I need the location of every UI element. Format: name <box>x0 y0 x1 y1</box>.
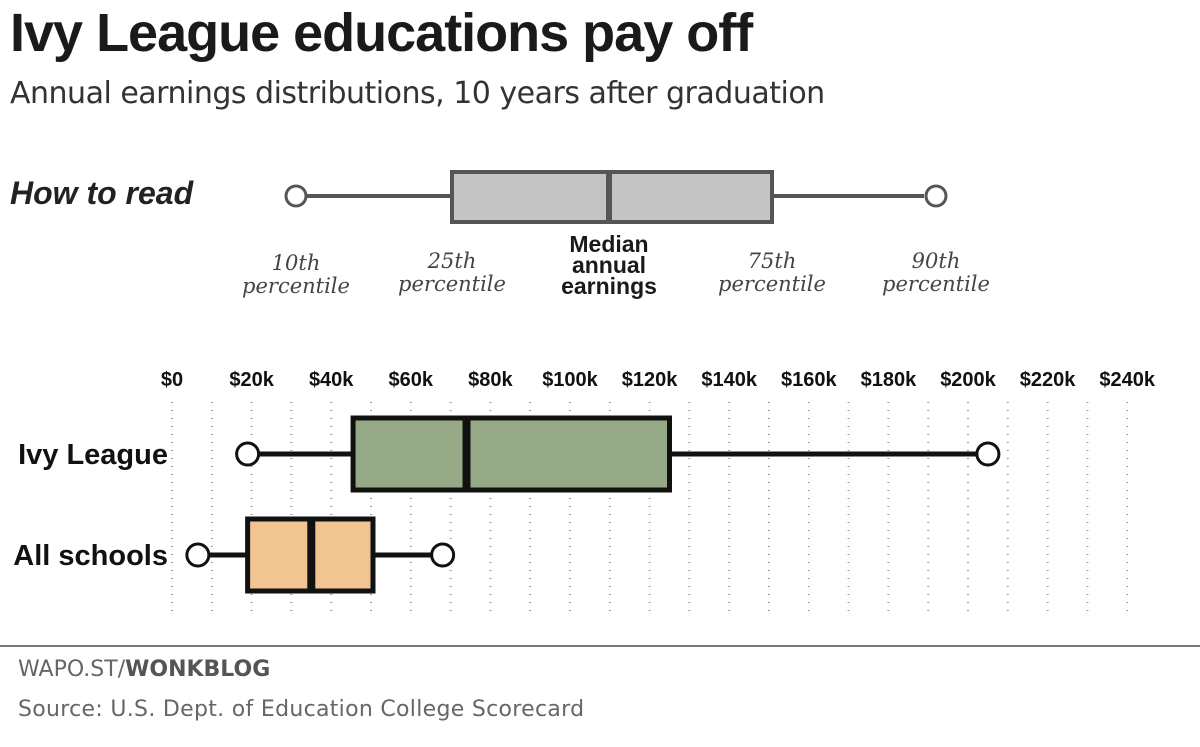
x-tick-label: $140k <box>701 369 757 391</box>
x-tick-label: $100k <box>542 369 598 391</box>
guide-label-median: Median annual earnings <box>561 231 657 299</box>
chart-subtitle: Annual earnings distributions, 10 years … <box>10 76 825 111</box>
guide-p10-marker <box>284 184 308 208</box>
all-schools-p10-marker <box>185 542 211 568</box>
ivy-league-iqr-box <box>350 415 672 493</box>
guide-p90-marker <box>924 184 948 208</box>
x-tick-label: $0 <box>161 369 183 391</box>
footer-url[interactable]: WAPO.ST/WONKBLOG <box>18 657 271 682</box>
footer-divider <box>0 645 1200 647</box>
x-tick-label: $220k <box>1020 369 1076 391</box>
x-tick-label: $40k <box>309 369 354 391</box>
box-series: Ivy League All schools <box>13 415 1001 594</box>
category-label-ivy-league: Ivy League <box>18 439 168 471</box>
guide-label-p10: 10th percentile <box>242 251 350 298</box>
box-ivy-league: Ivy League <box>18 415 1001 493</box>
chart-title: Ivy League educations pay off <box>10 3 753 63</box>
all-schools-p90-marker <box>430 542 456 568</box>
x-tick-label: $180k <box>861 369 917 391</box>
x-axis-ticks: $0 $20k $40k $60k $80k $100k $120k $140k $160k $1… <box>161 369 1156 391</box>
guide-label-p90: 90th percentile <box>882 249 990 296</box>
x-tick-label: $20k <box>229 369 274 391</box>
guide-label-p75: 75th percentile <box>718 249 826 296</box>
how-to-read-heading: How to read <box>10 175 194 211</box>
ivy-league-p10-marker <box>235 441 261 467</box>
guide-boxplot <box>284 170 948 224</box>
x-tick-label: $120k <box>622 369 678 391</box>
x-tick-label: $240k <box>1099 369 1155 391</box>
x-tick-label: $60k <box>389 369 434 391</box>
x-tick-label: $160k <box>781 369 837 391</box>
grid-lines <box>171 402 1129 612</box>
guide-label-p25: 25th percentile <box>398 249 506 296</box>
footer-source: Source: U.S. Dept. of Education College … <box>18 697 585 722</box>
x-tick-label: $200k <box>940 369 996 391</box>
box-all-schools: All schools <box>13 516 456 594</box>
ivy-league-p90-marker <box>975 441 1001 467</box>
category-label-all-schools: All schools <box>13 540 168 572</box>
x-tick-label: $80k <box>468 369 513 391</box>
